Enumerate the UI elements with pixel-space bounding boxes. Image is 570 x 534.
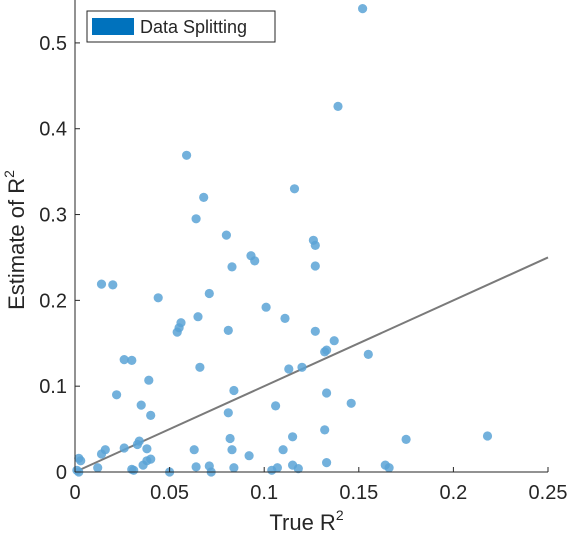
x-tick-label: 0.05 [150, 482, 189, 504]
data-point [182, 150, 192, 160]
data-point [320, 425, 330, 435]
data-point [297, 362, 307, 372]
data-point [96, 279, 107, 289]
data-point [322, 388, 332, 398]
data-point [346, 398, 356, 408]
data-point [271, 401, 281, 411]
data-point [191, 214, 201, 224]
legend-label: Data Splitting [140, 17, 247, 37]
x-tick-label: 0.15 [339, 482, 378, 504]
data-point [199, 192, 209, 202]
data-point [108, 280, 118, 290]
data-point [333, 101, 343, 111]
data-point [223, 408, 233, 418]
data-point [261, 302, 271, 312]
legend-swatch [92, 18, 134, 35]
x-axis-label: True R2 [269, 507, 343, 534]
data-point [144, 375, 154, 385]
data-point [322, 458, 332, 468]
data-point [363, 349, 373, 359]
data-point [112, 390, 122, 400]
data-point [127, 355, 137, 365]
data-point [138, 460, 148, 470]
x-tick-label: 0.1 [250, 482, 278, 504]
data-point [195, 362, 205, 372]
legend: Data Splitting [86, 10, 276, 43]
data-point [227, 262, 237, 272]
y-tick-label: 0.5 [39, 33, 67, 55]
reference-line [74, 256, 549, 473]
data-point [293, 464, 303, 474]
data-point [136, 400, 146, 410]
y-tick-label: 0 [56, 462, 67, 484]
data-point [320, 347, 330, 357]
data-point [193, 312, 203, 322]
y-tick-label: 0.4 [39, 119, 67, 141]
data-point [229, 385, 239, 396]
data-point [96, 449, 107, 459]
data-point [129, 465, 139, 475]
x-tick-label: 0 [69, 482, 80, 504]
data-point [310, 261, 320, 271]
data-point [204, 288, 214, 299]
plot-area [74, 256, 549, 473]
data-point [142, 444, 152, 454]
data-point [172, 327, 182, 337]
data-point [310, 240, 320, 250]
data-point [280, 313, 290, 323]
data-point [482, 431, 493, 441]
data-point [223, 325, 233, 335]
x-tick-label: 0.25 [529, 482, 568, 504]
data-point [191, 462, 201, 472]
data-point [225, 433, 235, 444]
data-point [76, 456, 86, 466]
data-point [288, 432, 298, 442]
data-point [227, 445, 237, 455]
data-point [289, 184, 300, 194]
y-axis-label: Estimate of R2 [1, 170, 29, 310]
y-tick-label: 0.2 [39, 290, 67, 312]
data-point [401, 434, 411, 444]
data-point [72, 465, 82, 475]
data-point [284, 364, 294, 374]
data-point [244, 451, 254, 461]
data-point [132, 439, 142, 450]
data-point [189, 445, 199, 455]
y-tick-label: 0.3 [39, 205, 67, 227]
data-point [329, 336, 339, 346]
data-point [358, 4, 368, 14]
data-point [221, 230, 231, 240]
data-point [272, 463, 282, 473]
y-tick-label: 0.1 [39, 376, 67, 398]
data-point [384, 463, 394, 473]
data-point [93, 463, 103, 473]
data-point [119, 443, 129, 453]
data-point [278, 445, 288, 455]
data-point [250, 256, 260, 266]
data-point [310, 326, 320, 336]
x-tick-label: 0.2 [439, 482, 467, 504]
data-point [229, 463, 239, 473]
data-point [153, 293, 163, 303]
data-point [146, 410, 156, 420]
data-point [119, 355, 129, 365]
data-points [72, 4, 493, 477]
